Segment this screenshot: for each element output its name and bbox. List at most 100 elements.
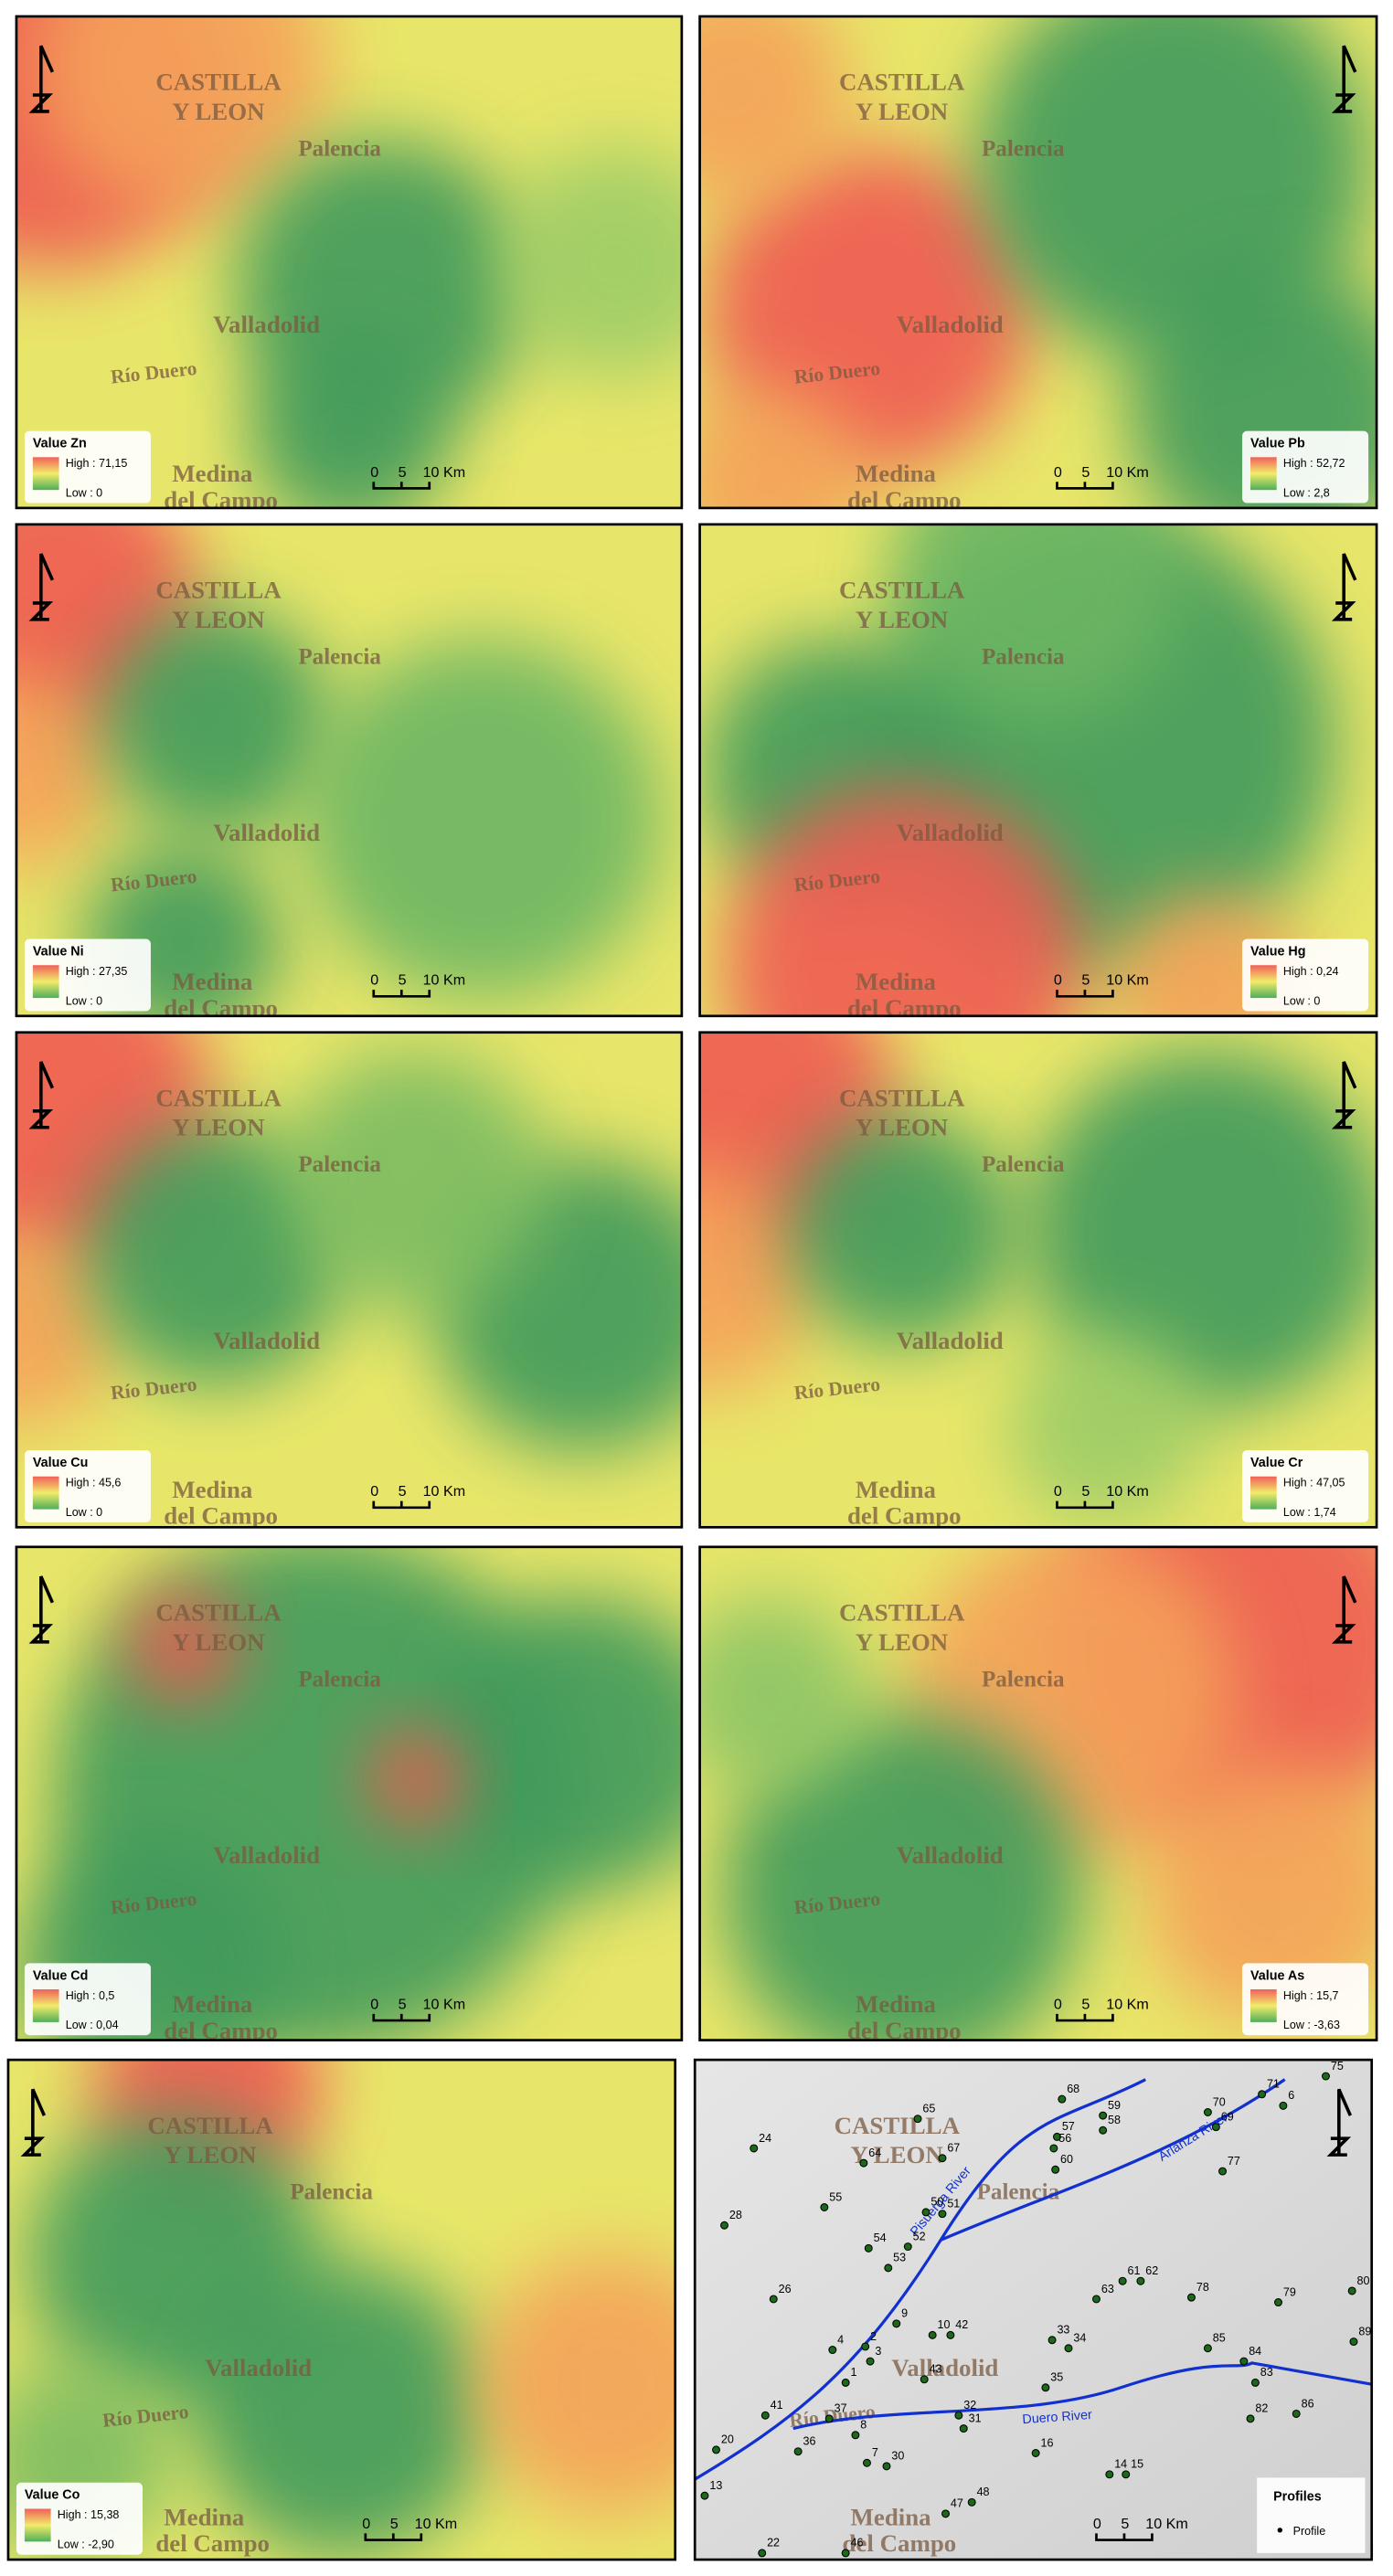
point-label: 6	[1288, 2089, 1294, 2102]
place-label: Palencia	[982, 644, 1065, 669]
point-label: 84	[1249, 2345, 1261, 2358]
point-label: 56	[1058, 2132, 1071, 2145]
profile-point	[1047, 2336, 1057, 2345]
river	[792, 2361, 1372, 2431]
scale-label: 5	[399, 972, 407, 989]
profile-point	[884, 2263, 893, 2273]
profile-point	[793, 2447, 803, 2456]
legend-box	[1257, 2477, 1366, 2553]
place-label: del Campo	[164, 486, 278, 514]
surface-zone	[84, 1123, 347, 1386]
profile-point	[1203, 2108, 1212, 2116]
panel-frame	[15, 1545, 684, 2041]
point-label: 10	[938, 2318, 951, 2331]
point-label: 32	[963, 2399, 976, 2412]
surface-zone	[250, 335, 448, 508]
panel-frame	[698, 1031, 1378, 1529]
profile-point	[1064, 2344, 1073, 2353]
surface-zone	[1026, 1050, 1377, 1411]
point-label: 3	[875, 2345, 881, 2358]
north-arrow	[1331, 553, 1357, 621]
profile-point	[1246, 2414, 1255, 2423]
legend-title: Value Cr	[1250, 1456, 1303, 1470]
scale-bar	[372, 1500, 431, 1510]
profile-point	[1049, 2144, 1058, 2153]
legend-title: Value Co	[25, 2488, 80, 2503]
scale-label: 5	[1081, 464, 1090, 481]
scale-bar	[372, 482, 431, 490]
legend-low: Low : -2,90	[58, 2539, 114, 2551]
place-label: Palencia	[977, 2180, 1060, 2205]
point-label: 2	[870, 2330, 877, 2343]
profile-point	[938, 2154, 947, 2163]
profile-point	[1218, 2167, 1228, 2176]
point-label: 54	[874, 2231, 887, 2244]
point-label: 68	[1067, 2083, 1079, 2095]
surface-zone	[500, 147, 682, 377]
legend-high: High : 15,38	[58, 2508, 120, 2521]
point-label: 79	[1283, 2285, 1296, 2298]
scale-label: 5	[1121, 2516, 1129, 2532]
place-label: Palencia	[298, 1152, 381, 1177]
profile-point	[903, 2242, 912, 2252]
place-label: Palencia	[290, 2180, 373, 2205]
legend-ramp	[32, 965, 59, 999]
profile-point	[828, 2346, 837, 2355]
river-label: Duero River	[1022, 2408, 1093, 2427]
legend-ramp	[1250, 1989, 1277, 2022]
profile-point	[760, 2411, 770, 2420]
point-label: 4	[837, 2333, 844, 2346]
place-label: Palencia	[982, 1667, 1065, 1691]
legend-high: High : 47,05	[1283, 1476, 1345, 1489]
point-label: 47	[951, 2497, 963, 2510]
legend-ramp	[1250, 965, 1277, 999]
surface-zone	[194, 2262, 490, 2558]
point-label: 70	[1213, 2095, 1226, 2108]
profile-point	[946, 2330, 955, 2339]
legend-low: Low : 2,8	[1283, 486, 1330, 499]
point-label: 36	[803, 2435, 816, 2448]
surface-zone	[434, 1596, 682, 1892]
profile-point	[921, 2208, 930, 2217]
profile-point	[1211, 2123, 1220, 2132]
place-label: Y LEON	[856, 1114, 949, 1141]
point-label: 85	[1213, 2332, 1226, 2345]
place-label: Y LEON	[172, 1628, 265, 1656]
profile-point	[882, 2462, 891, 2471]
place-label: Valladolid	[897, 1841, 1004, 1869]
profile-point	[712, 2445, 720, 2454]
scale-label: 0	[370, 464, 378, 481]
legend-high: High : 52,72	[1283, 457, 1345, 470]
surface-zone	[699, 1165, 815, 1395]
point-label: 8	[860, 2419, 867, 2432]
point-label: 43	[930, 2363, 942, 2376]
place-label: Medina	[856, 1990, 937, 2018]
surface-zone	[890, 524, 1186, 721]
point-label: 48	[977, 2486, 990, 2498]
profile-point	[920, 2375, 929, 2384]
point-label: 52	[913, 2230, 926, 2242]
place-label: Y LEON	[856, 606, 949, 633]
north-arrow	[1331, 1061, 1357, 1129]
profile-point	[1347, 2286, 1356, 2295]
place-label: Y LEON	[172, 1114, 265, 1141]
legend-high: High : 27,35	[66, 965, 128, 978]
map-background	[695, 2060, 1372, 2560]
legend-ramp	[1250, 457, 1277, 491]
place-label: Y LEON	[172, 98, 265, 125]
place-label: Valladolid	[213, 819, 320, 846]
scale-label: 0	[370, 972, 378, 989]
place-label: CASTILLA	[155, 577, 282, 604]
scale-label: 10 Km	[423, 1997, 466, 2013]
point-label: 83	[1260, 2366, 1273, 2379]
profile-point	[859, 2158, 868, 2168]
scale-label: 0	[1054, 1997, 1062, 2013]
point-label: 16	[1041, 2436, 1054, 2449]
place-label: Valladolid	[213, 311, 320, 338]
legend-ramp	[32, 457, 59, 491]
point-label: 82	[1255, 2402, 1268, 2415]
place-label: Medina	[856, 460, 937, 487]
profile-point	[913, 2115, 922, 2124]
scale-label: 5	[399, 1483, 407, 1500]
